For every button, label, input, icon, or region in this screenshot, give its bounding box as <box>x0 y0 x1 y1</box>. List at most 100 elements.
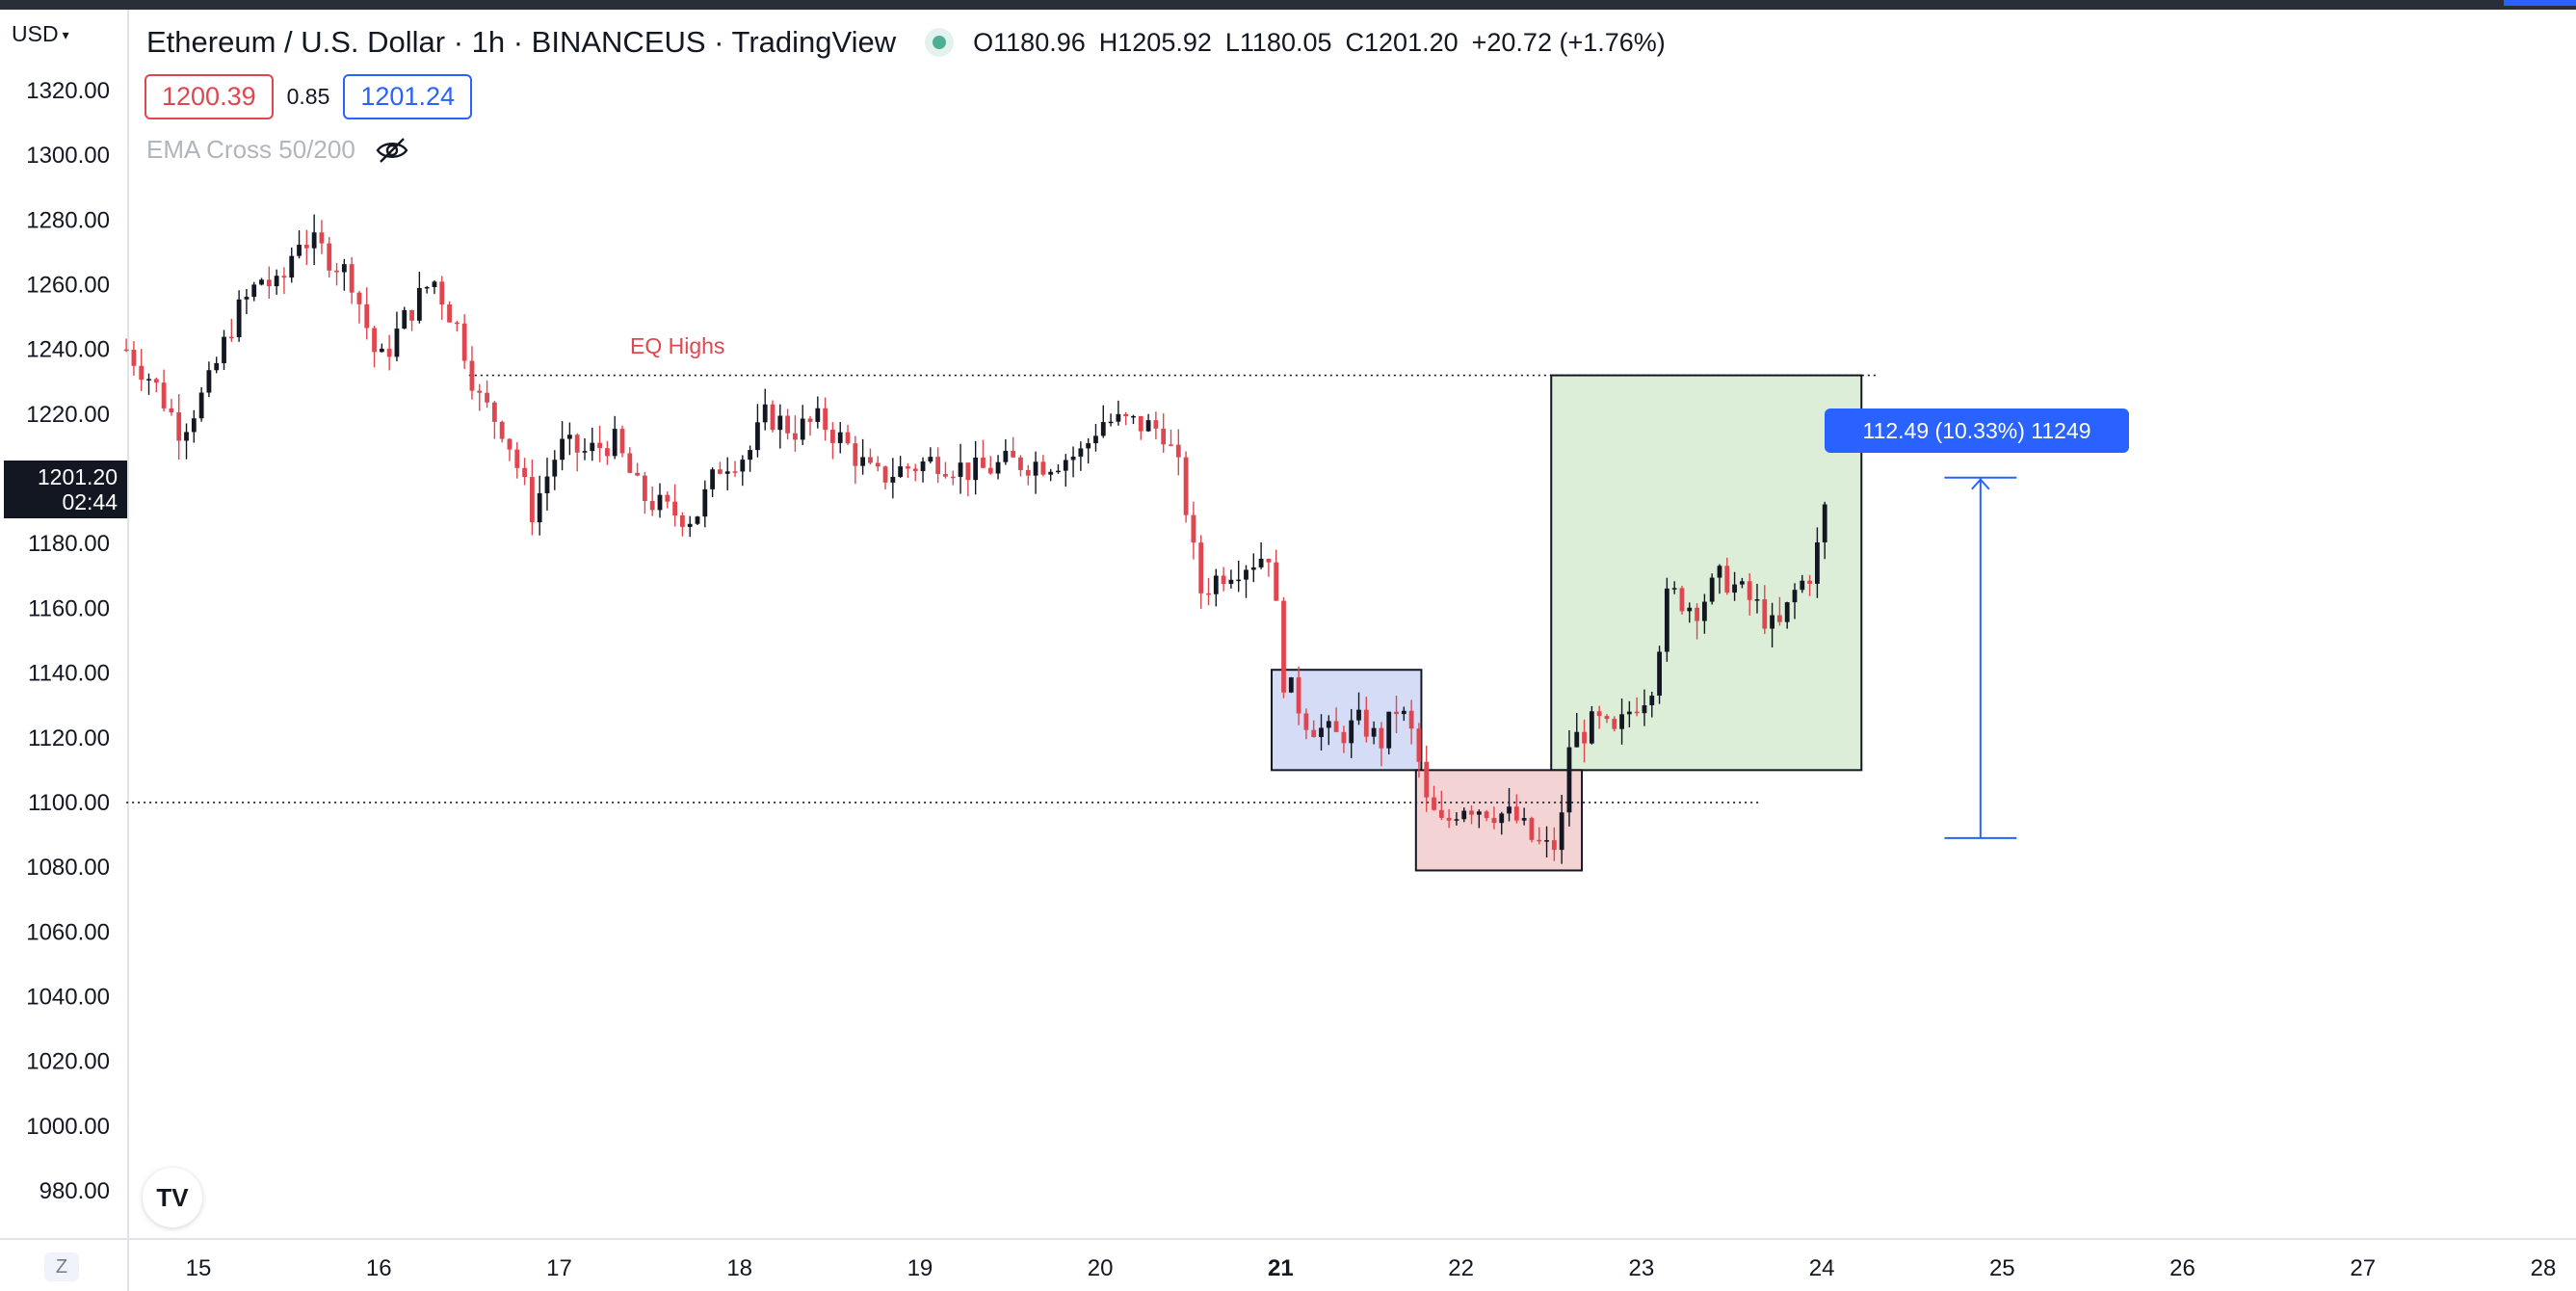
price-axis[interactable]: 1320.00 1300.00 1280.00 1260.00 1240.00 1220.… <box>26 78 110 1204</box>
horizontal-lines-layer <box>126 374 1877 804</box>
candle <box>266 266 272 300</box>
candle <box>1228 569 1234 589</box>
candle <box>1649 691 1655 718</box>
window-top-strip <box>0 0 2576 10</box>
high-label: H <box>1098 27 1118 57</box>
blue-zone-box[interactable] <box>1271 669 1423 772</box>
candle <box>943 461 948 479</box>
candle <box>1544 826 1549 858</box>
candle <box>1446 809 1452 829</box>
red-zone-box[interactable] <box>1414 769 1584 872</box>
indicator-label[interactable]: EMA Cross 50/200 <box>146 135 355 164</box>
x-tick-label: 18 <box>726 1255 752 1281</box>
tradingview-logo-icon[interactable]: TV <box>143 1168 202 1227</box>
candle <box>1800 574 1805 593</box>
candle <box>1814 527 1820 598</box>
sell-price-button[interactable]: 1200.39 <box>145 74 274 119</box>
timezone-z-button[interactable]: Z <box>44 1252 79 1281</box>
candle <box>860 438 866 475</box>
candle <box>582 438 588 461</box>
candle <box>981 439 986 469</box>
candle <box>1770 602 1774 648</box>
candle <box>447 301 452 323</box>
candle <box>1100 405 1106 438</box>
currency-select[interactable]: USD ▾ <box>12 21 69 47</box>
candle <box>1281 596 1286 698</box>
candle <box>522 458 527 486</box>
candle <box>1213 568 1219 607</box>
candle <box>402 306 407 329</box>
y-tick-label: 1080.00 <box>26 855 110 881</box>
measure-tool[interactable] <box>1944 476 2017 839</box>
time-axis[interactable]: 15 16 17 18 19 20 21 22 23 24 25 26 27 28 <box>186 1255 2557 1281</box>
x-tick-label: 21 <box>1268 1255 1294 1281</box>
candle <box>1048 468 1054 482</box>
candle <box>281 267 287 294</box>
candle <box>334 262 339 286</box>
green-zone-box[interactable] <box>1550 374 1863 772</box>
y-tick-label: 1300.00 <box>26 143 110 169</box>
candle <box>1379 722 1384 767</box>
x-tick-label: 17 <box>546 1255 572 1281</box>
x-tick-label: 24 <box>1809 1255 1835 1281</box>
candle <box>1131 414 1136 425</box>
candle <box>1011 436 1016 459</box>
current-price-value: 1201.20 <box>37 464 118 489</box>
candle <box>1642 689 1647 726</box>
candle <box>1582 719 1587 763</box>
candle <box>793 415 798 452</box>
candle <box>1175 429 1181 476</box>
x-tick-label: 20 <box>1088 1255 1114 1281</box>
candle <box>364 287 370 340</box>
candle <box>785 408 791 440</box>
candle <box>544 458 550 511</box>
eq-highs-annotation[interactable]: EQ Highs <box>630 333 725 358</box>
symbol-title[interactable]: Ethereum / U.S. Dollar · 1h · BINANCEUS … <box>146 25 897 59</box>
candle <box>1491 806 1497 830</box>
candle <box>830 422 835 460</box>
x-tick-label: 25 <box>1989 1255 2015 1281</box>
candle <box>566 422 572 456</box>
candle <box>379 343 384 353</box>
candle <box>823 397 828 441</box>
candle <box>236 290 242 342</box>
buy-price-button[interactable]: 1201.24 <box>343 74 472 119</box>
candle <box>560 421 565 471</box>
candle <box>1499 811 1505 835</box>
candle <box>619 425 625 458</box>
candle <box>1695 603 1699 640</box>
candle <box>1671 581 1677 594</box>
indicator-legend[interactable]: EMA Cross 50/200 <box>146 135 409 165</box>
high-value: 1205.92 <box>1117 27 1212 57</box>
candle <box>1356 692 1361 725</box>
candle <box>1408 699 1414 745</box>
candle <box>1732 571 1737 601</box>
candle <box>777 404 783 449</box>
candle <box>1086 437 1091 464</box>
candle <box>1566 729 1572 827</box>
candle <box>1521 807 1527 826</box>
candle <box>1612 716 1617 732</box>
candle <box>327 237 332 278</box>
eye-off-icon[interactable] <box>375 136 409 165</box>
y-tick-label: 1320.00 <box>26 78 110 104</box>
market-status-dot-icon[interactable] <box>925 28 955 57</box>
candle <box>1432 785 1436 811</box>
chevron-down-icon: ▾ <box>62 27 69 42</box>
candle <box>311 214 317 266</box>
candle <box>1762 585 1768 635</box>
candle <box>1476 809 1482 829</box>
y-tick-label: 1060.00 <box>26 919 110 945</box>
candle <box>394 311 400 361</box>
candle <box>1626 700 1632 727</box>
candle <box>920 457 926 483</box>
y-tick-label: 1160.00 <box>28 595 110 621</box>
measure-arrow-icon <box>1971 478 1990 490</box>
candle <box>748 445 753 472</box>
candle <box>868 448 873 465</box>
candle <box>965 462 971 497</box>
candle <box>1040 455 1046 477</box>
candle <box>1784 601 1790 629</box>
candle <box>214 356 220 374</box>
